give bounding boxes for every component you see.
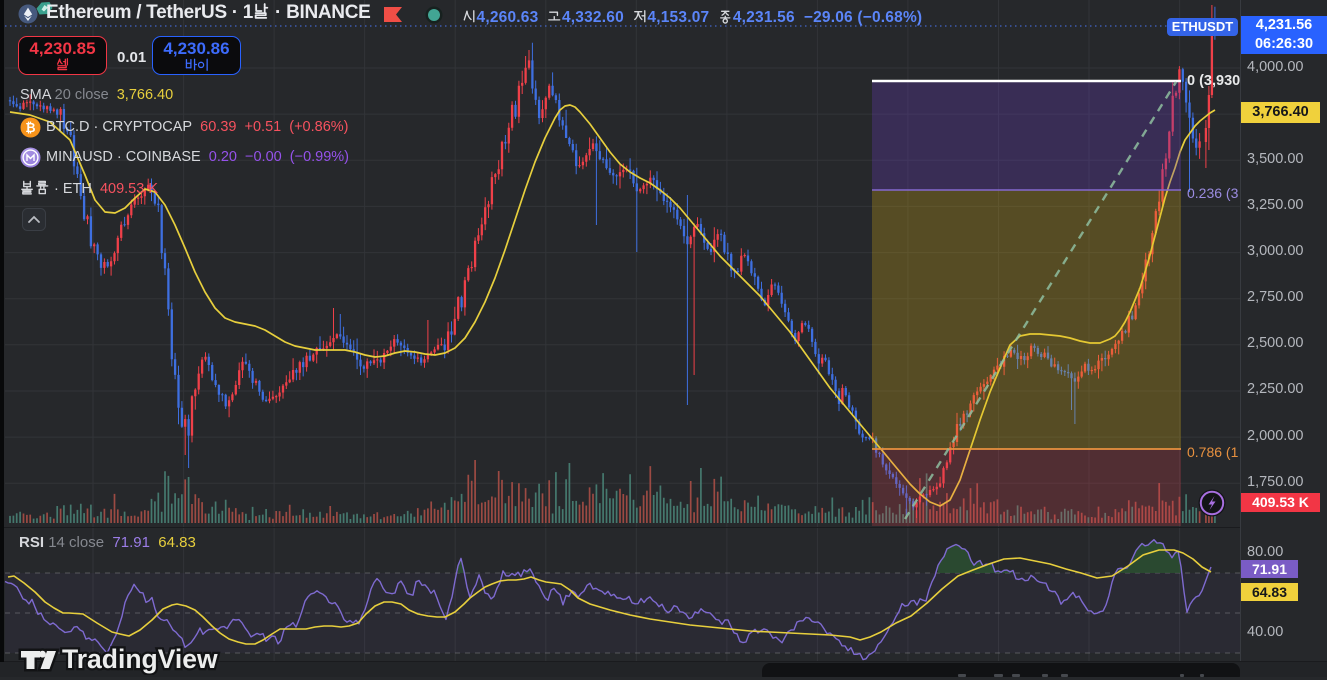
svg-text:TradingView: TradingView [62, 644, 218, 674]
svg-text:₿: ₿ [25, 121, 35, 135]
